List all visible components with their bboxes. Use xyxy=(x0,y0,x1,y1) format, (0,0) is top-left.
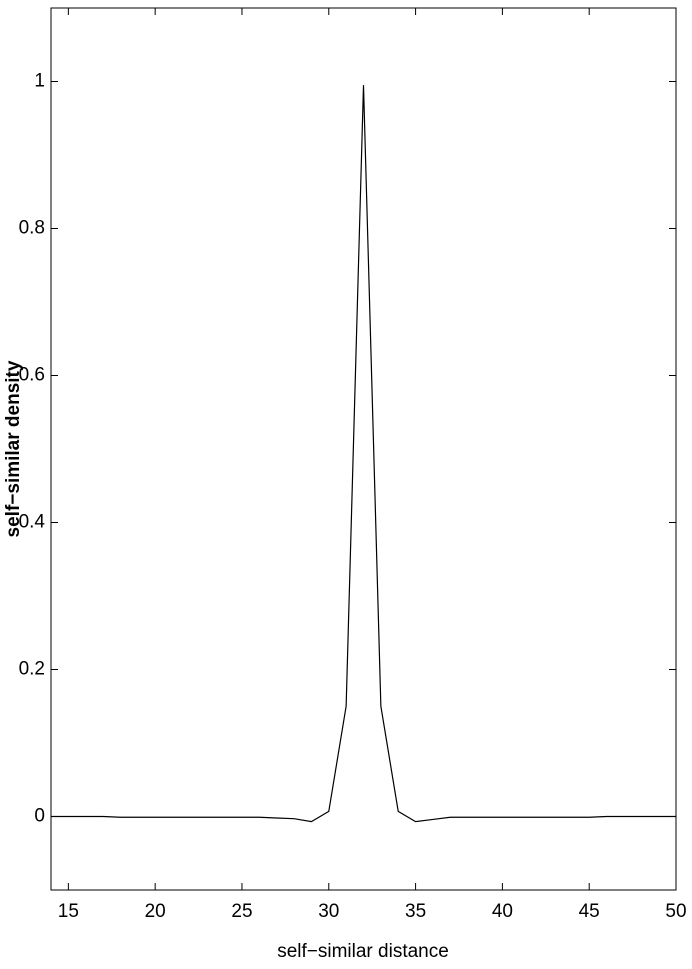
y-tick-label: 0.4 xyxy=(19,512,46,533)
y-tick-label: 0.8 xyxy=(19,218,45,239)
y-tick-label: 0.2 xyxy=(19,659,45,680)
x-tick-label: 15 xyxy=(58,901,79,922)
y-tick-label: 0.6 xyxy=(19,365,45,386)
data-line xyxy=(51,85,676,823)
y-tick-label: 0 xyxy=(34,806,45,827)
x-tick-label: 35 xyxy=(405,901,426,922)
x-tick-label: 45 xyxy=(579,901,600,922)
x-axis-label: self−similar distance xyxy=(277,941,449,962)
x-tick-label: 30 xyxy=(318,901,339,922)
y-axis-label: self−similar density xyxy=(3,360,24,537)
x-tick-label: 20 xyxy=(145,901,166,922)
x-tick-label: 25 xyxy=(231,901,252,922)
plot-frame xyxy=(50,7,677,891)
x-tick-label: 40 xyxy=(492,901,513,922)
x-tick-label: 50 xyxy=(665,901,686,922)
y-tick-label: 1 xyxy=(34,71,45,92)
